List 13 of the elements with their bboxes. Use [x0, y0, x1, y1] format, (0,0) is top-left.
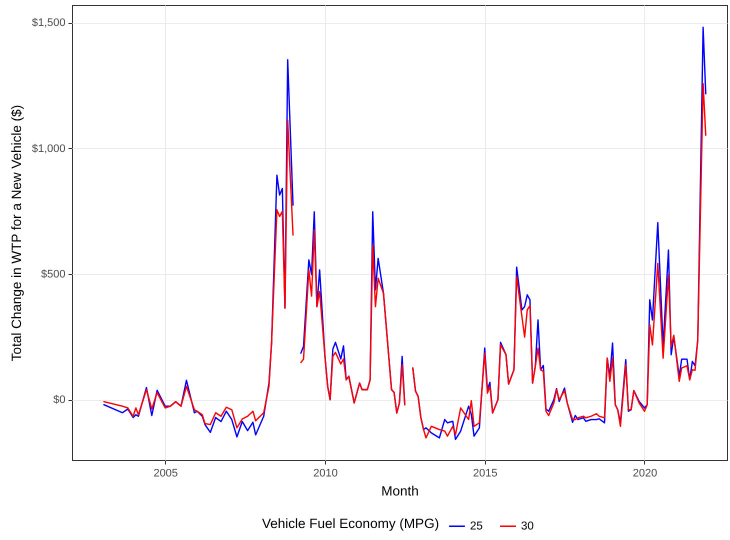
x-tick-label: 2015 — [472, 468, 498, 480]
y-tick-label: $1,500 — [32, 17, 66, 30]
legend-label: 30 — [521, 520, 534, 532]
x-tick-label: 2020 — [632, 468, 658, 480]
x-tick-label: 2010 — [313, 468, 338, 480]
legend-label: 25 — [470, 520, 483, 532]
y-tick-label: $1,000 — [32, 142, 66, 155]
y-axis-title: Total Change in WTP for a New Vehicle ($) — [8, 104, 24, 362]
y-tick-label: $0 — [53, 394, 66, 406]
legend-title: Vehicle Fuel Economy (MPG) — [262, 516, 440, 531]
x-tick-label: 2005 — [153, 468, 178, 480]
x-axis-title: Month — [381, 484, 419, 498]
y-tick-label: $500 — [41, 268, 66, 280]
